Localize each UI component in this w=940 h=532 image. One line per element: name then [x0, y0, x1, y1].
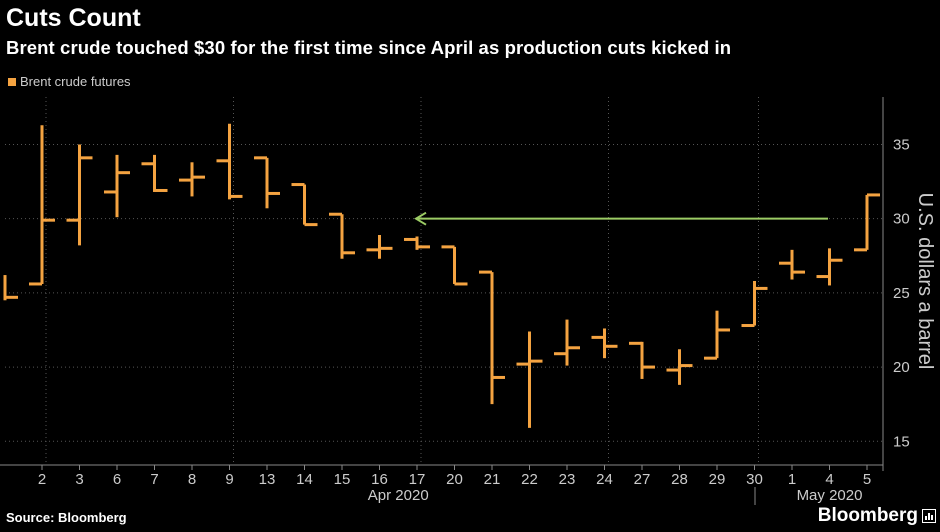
x-tick-label: 1	[788, 471, 796, 488]
y-axis-title: U.S. dollars a barrel	[914, 193, 936, 370]
x-tick-label: 16	[371, 471, 388, 488]
x-tick-label: 28	[671, 471, 688, 488]
x-tick-label: 24	[596, 471, 613, 488]
source-note: Source: Bloomberg	[6, 510, 127, 525]
annotation-arrowhead	[414, 211, 427, 226]
x-tick-label: 14	[296, 471, 313, 488]
x-tick-label: 7	[150, 471, 158, 488]
x-tick-label: 6	[113, 471, 121, 488]
y-tick-label: 30	[893, 211, 910, 228]
y-tick-label: 15	[893, 433, 910, 450]
x-tick-label: 21	[484, 471, 501, 488]
legend-swatch	[8, 77, 16, 86]
x-tick-label: 15	[334, 471, 351, 488]
legend-label: Brent crude futures	[20, 74, 131, 89]
x-tick-label: 3	[75, 471, 83, 488]
x-tick-label: 22	[521, 471, 538, 488]
x-tick-label: 17	[409, 471, 426, 488]
y-tick-label: 25	[893, 285, 910, 302]
x-tick-label: 23	[559, 471, 576, 488]
bloomberg-terminal-icon	[922, 509, 936, 523]
x-tick-label: 4	[825, 471, 833, 488]
y-tick-label: 20	[893, 359, 910, 376]
x-tick-label: 13	[259, 471, 276, 488]
x-tick-label: 27	[634, 471, 651, 488]
x-tick-label: 8	[188, 471, 196, 488]
x-tick-label: 29	[709, 471, 726, 488]
brand-logo: Bloomberg	[817, 505, 918, 526]
x-tick-label: 5	[863, 471, 871, 488]
y-tick-label: 35	[893, 136, 910, 153]
x-tick-label: 2	[38, 471, 46, 488]
month-label: May 2020	[797, 487, 863, 504]
chart-title: Cuts Count	[6, 4, 141, 32]
x-tick-label: 20	[446, 471, 463, 488]
month-label: Apr 2020	[368, 487, 429, 504]
legend: Brent crude futures	[8, 74, 131, 89]
x-tick-label: 30	[746, 471, 763, 488]
chart-subtitle: Brent crude touched $30 for the first ti…	[6, 37, 732, 58]
x-tick-label: 9	[225, 471, 233, 488]
